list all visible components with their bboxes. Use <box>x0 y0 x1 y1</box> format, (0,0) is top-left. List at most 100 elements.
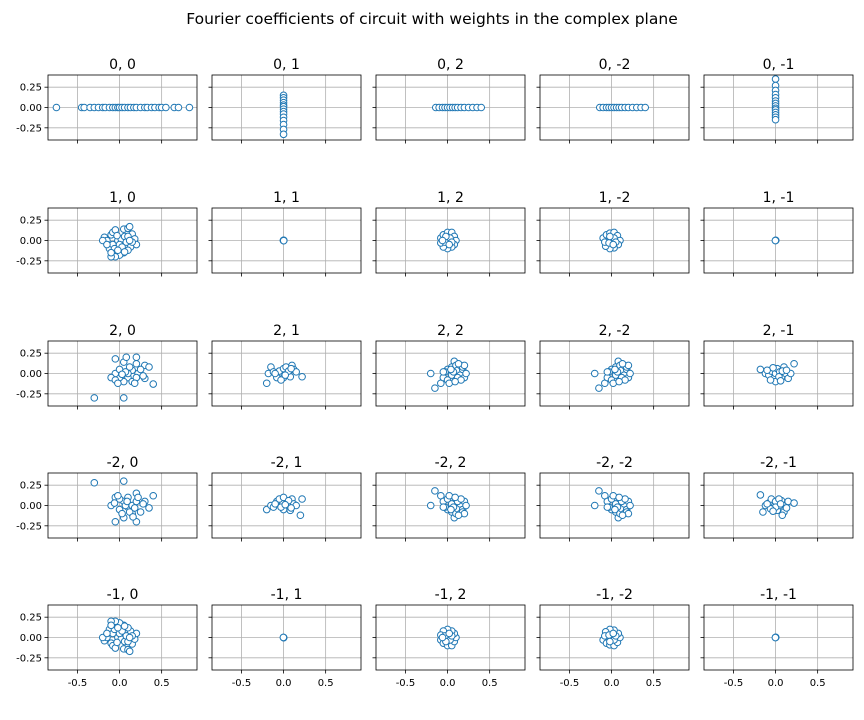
subplot: 1, 1 <box>208 190 362 277</box>
points-group <box>262 361 306 388</box>
data-point <box>125 363 134 371</box>
data-point <box>782 504 791 512</box>
subplot: 2, 2 <box>372 323 526 410</box>
points-group <box>756 491 798 520</box>
data-point <box>618 359 627 368</box>
data-point <box>454 359 463 368</box>
subplot-title: 2, -2 <box>599 323 631 339</box>
data-point <box>145 363 153 371</box>
data-point <box>271 500 279 508</box>
data-point <box>110 499 119 507</box>
data-point <box>120 622 129 630</box>
data-point <box>149 491 158 500</box>
data-point <box>451 493 459 502</box>
data-point <box>445 629 454 638</box>
points-group <box>599 228 624 253</box>
data-point <box>111 517 120 526</box>
subplot: 2, -1 <box>700 323 854 410</box>
data-point <box>107 248 115 257</box>
data-point <box>615 493 623 502</box>
data-point <box>132 353 141 362</box>
subplot: 0, 2 <box>372 57 526 144</box>
y-tick-label: -0.25 <box>16 653 42 664</box>
x-tick-label: -0.5 <box>724 678 744 689</box>
data-point <box>114 246 122 255</box>
data-point <box>776 500 785 508</box>
subplot-title: 2, 2 <box>437 323 464 339</box>
data-point <box>130 504 139 512</box>
data-point <box>296 511 305 520</box>
subplot: 0.25 0.00 -0.25 1, 0 <box>16 190 198 277</box>
data-point <box>778 511 787 520</box>
data-point <box>119 477 128 485</box>
data-point <box>766 376 775 384</box>
data-point <box>438 633 447 642</box>
data-point <box>281 371 290 379</box>
data-point <box>298 495 306 503</box>
points-group <box>262 493 306 520</box>
data-point <box>439 503 448 511</box>
y-tick-label: -0.25 <box>16 123 42 134</box>
x-tick-label: 0.5 <box>646 678 662 689</box>
subplot-title: -2, 2 <box>435 455 467 471</box>
x-tick-label: 0.5 <box>318 678 334 689</box>
subplot-title: 2, 1 <box>273 323 300 339</box>
data-point <box>125 222 134 231</box>
subplot-title: 1, -2 <box>599 190 631 206</box>
data-point <box>114 379 122 388</box>
data-point <box>595 384 603 392</box>
subplot: -0.5 0.0 0.5 -1, 2 <box>372 587 526 689</box>
data-point <box>771 75 780 83</box>
points-group <box>431 103 486 112</box>
data-point <box>145 504 153 512</box>
data-point <box>123 497 131 506</box>
y-tick-label: 0.00 <box>20 103 42 114</box>
data-point <box>609 240 618 249</box>
data-point <box>134 493 142 502</box>
subplot-title: 0, 1 <box>273 57 300 73</box>
points-group <box>279 91 288 139</box>
data-point <box>595 487 603 495</box>
data-point <box>451 377 459 386</box>
subplot: 1, -2 <box>536 190 690 277</box>
data-point <box>185 103 194 112</box>
data-point <box>769 507 777 515</box>
y-tick-label: 0.00 <box>20 236 42 247</box>
data-point <box>611 505 619 514</box>
data-point <box>606 637 614 646</box>
subplot: -0.5 0.0 0.5 -1, 1 <box>208 587 362 689</box>
data-point <box>790 359 798 368</box>
data-point <box>279 633 288 642</box>
subplot-title: -1, 2 <box>435 587 467 603</box>
subplot: 0.25 0.00 -0.25 0, 0 <box>16 57 198 144</box>
subplot: -2, -2 <box>536 455 690 542</box>
y-tick-label: 0.25 <box>20 613 42 624</box>
data-point <box>271 369 279 378</box>
data-point <box>756 491 765 499</box>
subplot-title: -1, -1 <box>760 587 797 603</box>
y-tick-label: 0.25 <box>20 349 42 360</box>
y-tick-label: 0.25 <box>20 83 42 94</box>
y-tick-label: 0.00 <box>20 633 42 644</box>
points-group <box>90 353 158 402</box>
subplot: 2, 1 <box>208 323 362 410</box>
data-point <box>287 364 295 373</box>
data-point <box>279 130 288 139</box>
subplot-title: 0, 2 <box>437 57 464 73</box>
subplot: 1, -1 <box>700 190 854 277</box>
data-point <box>763 500 771 508</box>
subplot-title: 1, 2 <box>437 190 464 206</box>
points-group <box>426 487 470 522</box>
data-point <box>438 236 447 245</box>
data-point <box>132 359 141 368</box>
data-point <box>790 499 798 507</box>
data-point <box>162 103 170 112</box>
data-point <box>609 629 618 638</box>
points-group <box>98 617 141 656</box>
x-tick-label: -0.5 <box>232 678 252 689</box>
data-point <box>279 236 288 245</box>
x-tick-label: 0.0 <box>604 678 620 689</box>
data-point <box>776 377 785 385</box>
subplot-title: -2, -2 <box>596 455 633 471</box>
